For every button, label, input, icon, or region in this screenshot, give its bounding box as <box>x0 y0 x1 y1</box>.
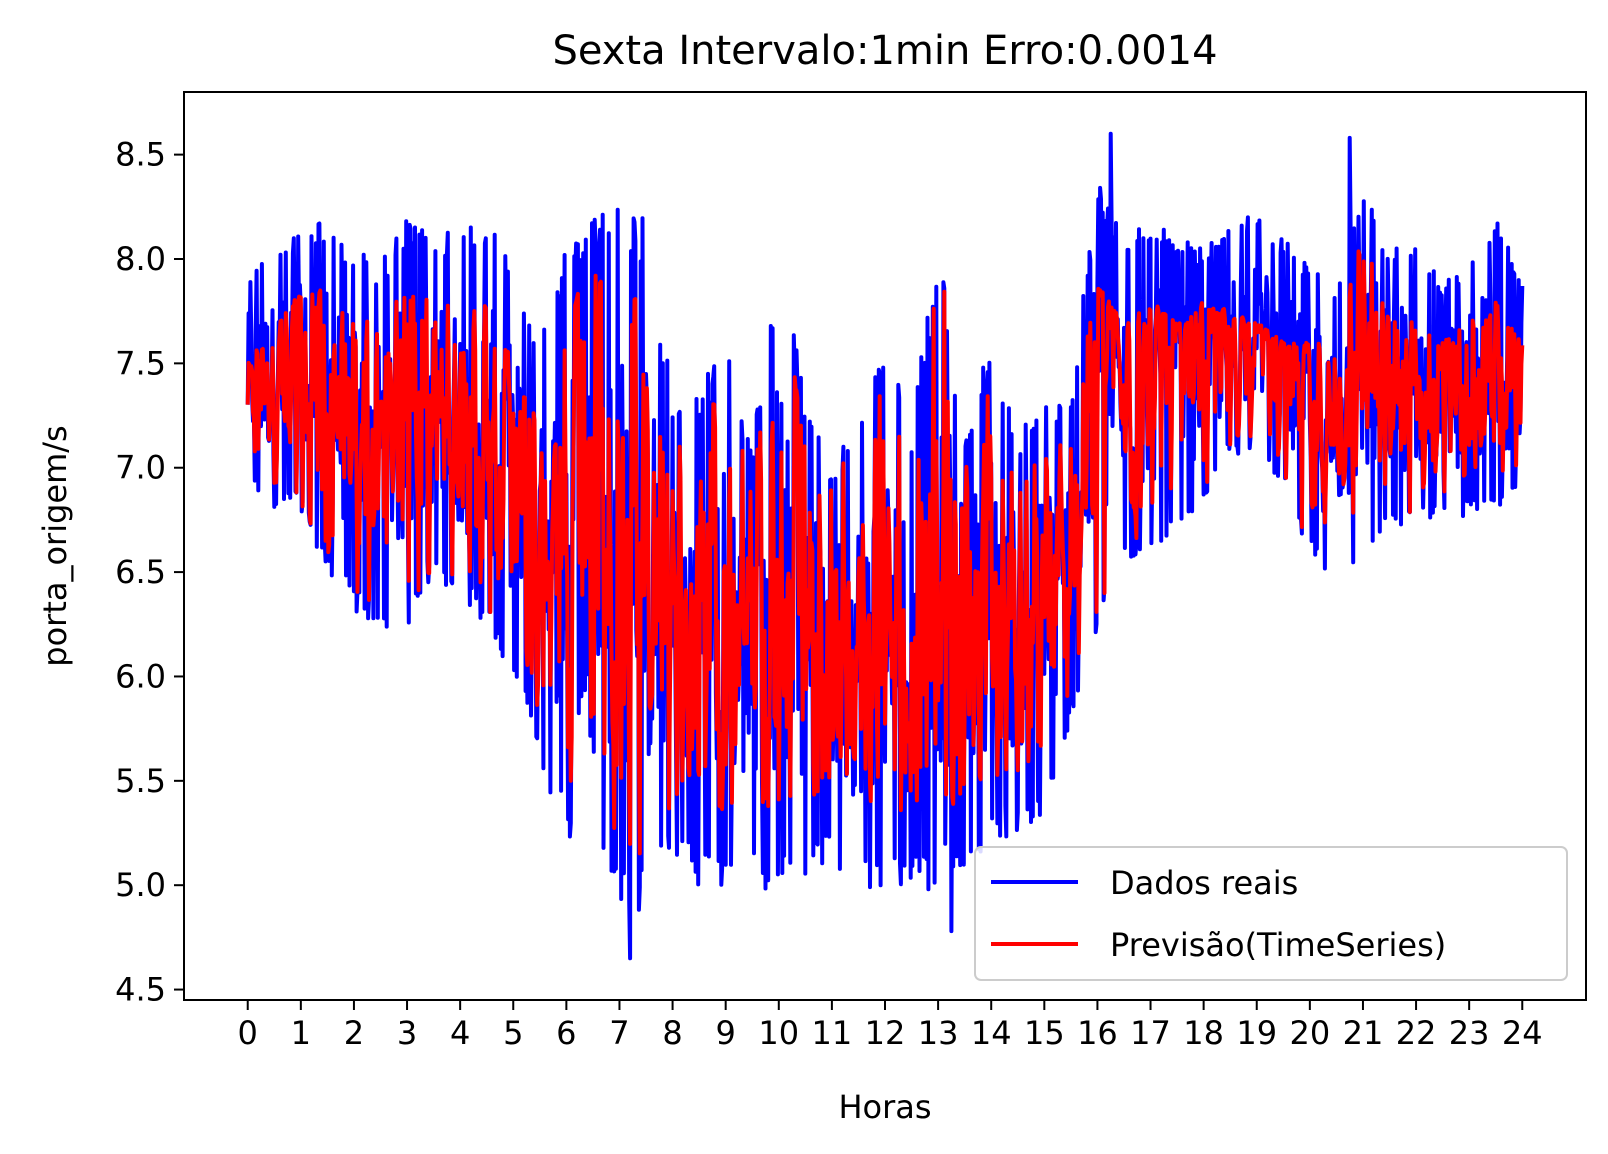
series-layer <box>245 131 1525 961</box>
x-tick-label: 19 <box>1236 1014 1277 1052</box>
y-axis-label: porta_origem/s <box>36 425 74 666</box>
x-tick-label: 18 <box>1183 1014 1224 1052</box>
legend: Dados reais Previsão(TimeSeries) <box>974 846 1568 981</box>
y-tick-label: 6.5 <box>115 553 166 591</box>
legend-label-previsao: Previsão(TimeSeries) <box>1110 926 1446 964</box>
legend-label-dados-reais: Dados reais <box>1110 864 1298 902</box>
x-tick-label: 17 <box>1130 1014 1171 1052</box>
x-tick-label: 1 <box>291 1014 311 1052</box>
y-tick-label: 6.0 <box>115 657 166 695</box>
x-tick-label: 9 <box>716 1014 736 1052</box>
x-tick-label: 16 <box>1077 1014 1118 1052</box>
y-tick-label: 8.0 <box>115 240 166 278</box>
x-tick-label: 3 <box>397 1014 417 1052</box>
chart-title: Sexta Intervalo:1min Erro:0.0014 <box>552 28 1217 74</box>
y-tick-label: 7.0 <box>115 449 166 487</box>
x-tick-label: 23 <box>1449 1014 1490 1052</box>
x-tick-label: 22 <box>1396 1014 1437 1052</box>
y-axis: 4.5 5.0 5.5 6.0 6.5 7.0 7.5 8.0 8.5 <box>115 136 184 1009</box>
y-tick-label: 5.5 <box>115 762 166 800</box>
x-tick-label: 5 <box>503 1014 523 1052</box>
x-axis-label: Horas <box>838 1088 931 1126</box>
x-tick-label: 2 <box>344 1014 364 1052</box>
series-line-previsao <box>245 249 1525 856</box>
x-tick-label: 4 <box>450 1014 470 1052</box>
x-tick-label: 20 <box>1289 1014 1330 1052</box>
x-tick-label: 21 <box>1343 1014 1384 1052</box>
y-tick-label: 4.5 <box>115 971 166 1009</box>
x-axis: 0 1 2 3 4 5 6 7 8 9 10 11 12 13 14 15 16 17 18 19 20 21 22 23 24 <box>238 1000 1543 1052</box>
y-tick-label: 5.0 <box>115 866 166 904</box>
x-tick-label: 6 <box>556 1014 576 1052</box>
legend-box <box>974 846 1568 981</box>
x-tick-label: 14 <box>971 1014 1012 1052</box>
y-tick-label: 7.5 <box>115 344 166 382</box>
x-tick-label: 15 <box>1024 1014 1065 1052</box>
x-tick-label: 10 <box>758 1014 799 1052</box>
x-tick-label: 11 <box>812 1014 853 1052</box>
x-tick-label: 13 <box>918 1014 959 1052</box>
x-tick-label: 24 <box>1502 1014 1543 1052</box>
x-tick-label: 8 <box>662 1014 682 1052</box>
x-tick-label: 0 <box>238 1014 258 1052</box>
y-tick-label: 8.5 <box>115 136 166 174</box>
x-tick-label: 12 <box>865 1014 906 1052</box>
x-tick-label: 7 <box>609 1014 629 1052</box>
